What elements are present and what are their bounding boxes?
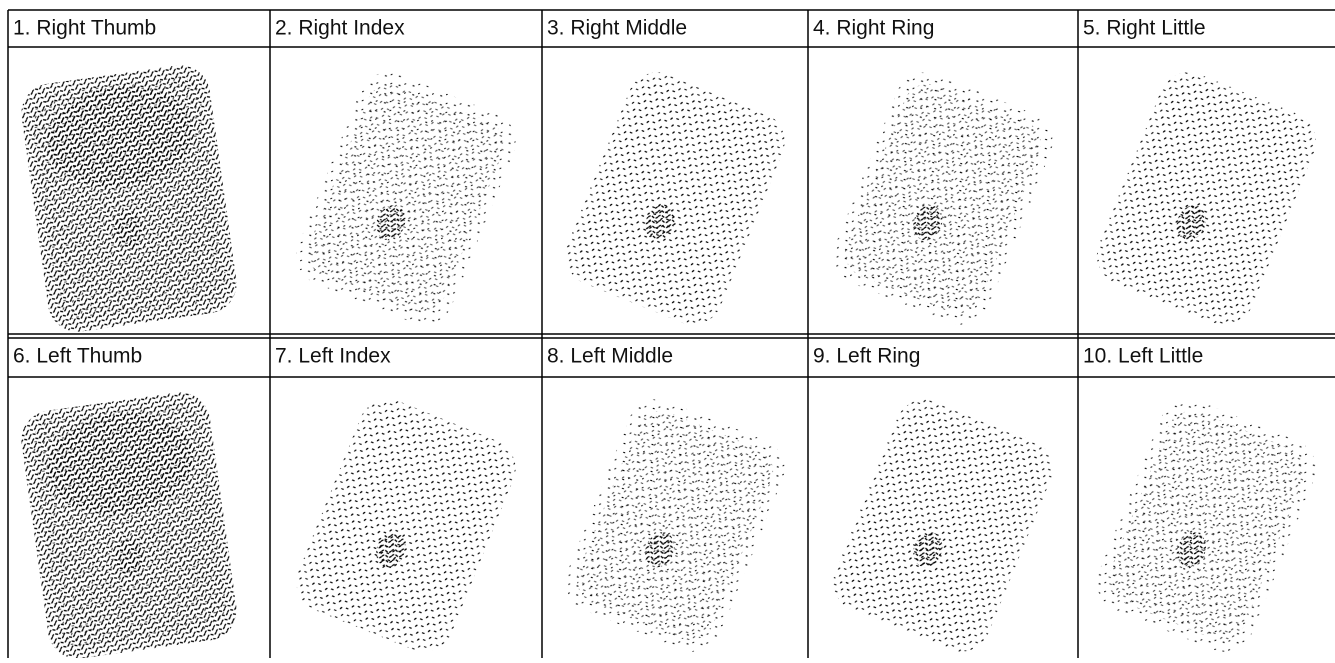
fingerprint-impression <box>1088 63 1325 333</box>
finger-label: 8. Left Middle <box>547 345 673 368</box>
page: 1. Right Thumb 2. Right Index 3. Right Mid… <box>0 0 1335 658</box>
finger-label: 7. Left Index <box>275 345 391 368</box>
fingerprint-impression <box>18 388 241 658</box>
finger-label: 10. Left Little <box>1083 345 1203 368</box>
fingerprint-impression <box>18 61 241 335</box>
finger-label: 2. Right Index <box>275 17 405 40</box>
fingerprint-impression <box>556 390 793 658</box>
finger-label: 3. Right Middle <box>547 17 687 40</box>
fingerprint-impression <box>287 390 524 658</box>
finger-label: 1. Right Thumb <box>13 17 156 40</box>
fingerprint-impression <box>287 63 524 333</box>
fingerprint-impression <box>556 63 793 333</box>
finger-label: 9. Left Ring <box>813 345 920 368</box>
finger-label: 6. Left Thumb <box>13 345 142 368</box>
finger-label: 5. Right Little <box>1083 17 1206 40</box>
fingerprint-impression <box>1088 390 1325 658</box>
fingerprint-card: 1. Right Thumb 2. Right Index 3. Right Mid… <box>0 0 1335 658</box>
fingerprint-impression <box>824 390 1061 658</box>
fingerprint-impression <box>824 63 1061 333</box>
finger-label: 4. Right Ring <box>813 17 934 40</box>
